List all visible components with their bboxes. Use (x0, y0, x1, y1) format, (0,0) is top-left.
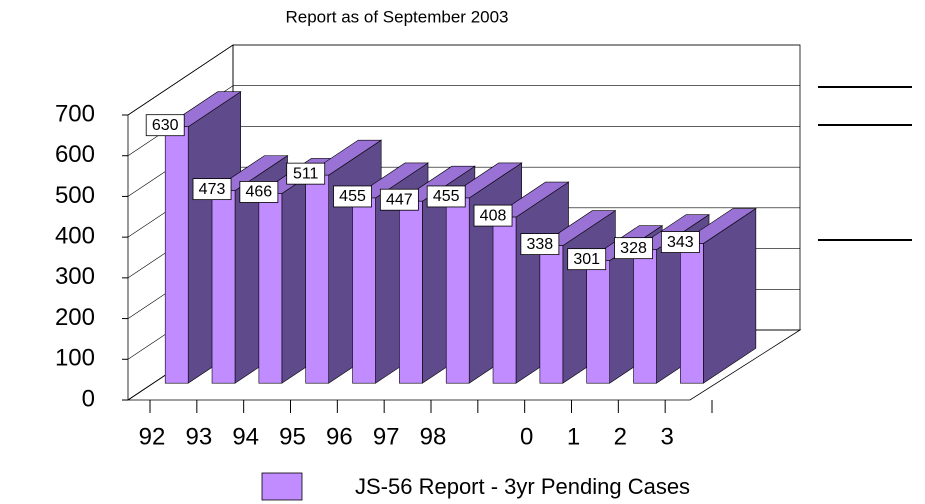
x-tick-label: 1 (567, 423, 580, 450)
value-label-bg (660, 231, 700, 253)
value-label-box: 408 (473, 204, 513, 227)
bar (445, 197, 470, 384)
y-tick-label: 700 (55, 100, 95, 127)
y-tick-label: 400 (55, 222, 95, 249)
x-tick-label: 97 (373, 423, 400, 450)
legend-label: JS-56 Report - 3yr Pending Cases (355, 474, 690, 499)
value-label-box: 473 (192, 178, 232, 201)
value-label-bg (379, 188, 419, 211)
x-tick-label: 93 (185, 423, 212, 450)
value-label-box: 511 (286, 162, 326, 185)
value-label: 408 (480, 207, 507, 224)
value-label: 455 (339, 188, 366, 205)
y-tick-label: 0 (82, 385, 95, 412)
value-label: 455 (433, 188, 460, 205)
x-tick-label: 2 (614, 423, 627, 450)
y-tick-label: 600 (55, 141, 95, 168)
y-tick-label: 200 (55, 304, 95, 331)
y-tick-label: 100 (55, 345, 95, 372)
value-label-bg (520, 233, 560, 255)
legend-lines (818, 86, 912, 241)
value-label-box: 455 (426, 185, 466, 208)
bar (399, 200, 423, 384)
bar (539, 245, 564, 384)
value-label: 301 (573, 251, 600, 268)
y-tick-label: 300 (55, 263, 95, 290)
value-label: 343 (667, 234, 694, 251)
bar (211, 190, 236, 384)
value-label-box: 343 (660, 231, 700, 253)
value-label: 328 (620, 240, 647, 257)
bar (680, 243, 704, 384)
value-label-box: 328 (614, 237, 653, 260)
x-tick-label: 98 (420, 423, 447, 450)
value-label-box: 447 (379, 188, 419, 211)
bar (305, 174, 330, 384)
x-tick-label: 92 (139, 423, 166, 450)
value-label-bg (567, 248, 607, 271)
bar (492, 216, 517, 384)
value-label-box: 466 (239, 181, 279, 203)
x-tick-label: 95 (279, 423, 306, 450)
value-label-box: 338 (520, 233, 560, 255)
legend-swatch (261, 472, 303, 501)
bar (586, 260, 611, 384)
x-tick-label: 94 (232, 423, 259, 450)
chart-title: Report as of September 2003 (285, 7, 508, 26)
bar (164, 126, 189, 384)
x-tick-label: 3 (660, 423, 673, 450)
value-label-bg (145, 114, 185, 137)
value-label-box: 301 (567, 248, 607, 271)
bar (352, 197, 376, 384)
value-label-bg (473, 204, 513, 227)
value-label-bg (192, 178, 232, 201)
x-tick-label: 96 (326, 423, 353, 450)
value-label-bg (333, 185, 372, 208)
value-label: 511 (293, 165, 319, 182)
value-label-bg (286, 162, 326, 185)
value-label: 473 (199, 181, 226, 198)
value-label-box: 455 (333, 185, 372, 208)
bar (633, 249, 657, 384)
value-label: 447 (386, 191, 413, 208)
value-label: 466 (246, 184, 273, 201)
x-tick-label: 0 (520, 423, 533, 450)
grid-line (127, 44, 234, 116)
value-label-bg (239, 181, 279, 203)
value-label-bg (614, 237, 653, 260)
value-label-bg (426, 185, 466, 208)
value-label: 338 (527, 236, 554, 253)
bar (258, 193, 283, 384)
y-tick-label: 500 (55, 182, 95, 209)
value-label-box: 630 (145, 114, 185, 137)
value-label: 630 (152, 117, 179, 134)
